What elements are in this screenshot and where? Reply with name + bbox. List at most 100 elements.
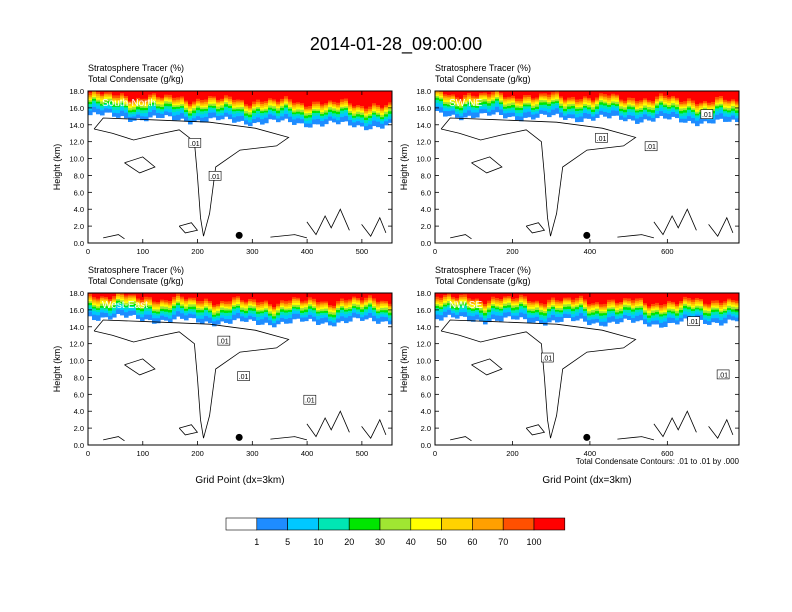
contour-label-box	[644, 141, 658, 152]
colorbar-swatch	[533, 517, 566, 531]
y-tick-label: 6.0	[74, 188, 84, 197]
x-tick-label: 400	[301, 247, 314, 256]
contour-label-box	[237, 371, 250, 381]
colorbar-label: 50	[437, 537, 447, 547]
x-tick-label: 100	[137, 247, 150, 256]
contour-line-5	[708, 418, 734, 439]
y-tick-label: 6.0	[421, 390, 431, 399]
panel-2: .01 .01 .01 SW-NE Stratosphere Tracer (%)Tot…	[399, 63, 740, 256]
contour-label: .01	[702, 112, 712, 119]
tracer-field	[88, 293, 392, 445]
colorbar-swatch	[441, 517, 473, 531]
x-axis-label: Grid Point (dx=3km)	[195, 475, 284, 486]
contour-line-3	[178, 424, 199, 436]
panel-title-line2: Total Condensate (g/kg)	[435, 276, 531, 286]
contour-line-6	[103, 234, 125, 240]
contour-line-5	[361, 418, 387, 439]
panel-3: .01 .01 .01 West-East Stratosphere Tracer (%…	[52, 265, 393, 486]
panels-group: .01 .01 South-North Stratosphere Tracer (%)…	[52, 63, 740, 486]
y-tick-label: 12.0	[69, 340, 84, 349]
y-tick-label: 16.0	[416, 306, 431, 315]
y-tick-label: 12.0	[69, 138, 84, 147]
colorbar-label: 10	[313, 537, 323, 547]
panel-1: .01 .01 South-North Stratosphere Tracer (%)…	[52, 63, 393, 256]
colorbar-swatch	[472, 517, 504, 531]
contour-line-4	[306, 208, 350, 236]
contour-label-box	[595, 132, 608, 143]
y-tick-label: 14.0	[69, 323, 84, 332]
contour-label-box	[716, 369, 730, 380]
x-tick-label: 500	[356, 247, 369, 256]
contour-line-1	[93, 117, 290, 237]
y-axis-label: Height (km)	[399, 144, 409, 191]
contour-line-2	[471, 156, 503, 174]
contour-line-1	[440, 117, 637, 237]
y-tick-label: 0.0	[74, 441, 84, 450]
y-tick-label: 16.0	[69, 306, 84, 315]
contour-line-2	[124, 156, 156, 174]
x-tick-label: 400	[584, 449, 597, 458]
plot-frame	[87, 90, 393, 244]
contour-label: .01	[305, 398, 315, 405]
y-tick-label: 8.0	[74, 171, 84, 180]
y-tick-label: 4.0	[421, 407, 431, 416]
colorbar-label: 70	[498, 537, 508, 547]
tracer-field	[435, 91, 739, 243]
contour-line-5	[708, 216, 734, 237]
section-label: NW-SE	[449, 300, 482, 311]
y-tick-label: 12.0	[416, 340, 431, 349]
colorbar: 1 5 10 20 30 40 50 60 70 100	[225, 517, 566, 547]
contour-line-7	[617, 234, 655, 239]
condensate-contours	[93, 117, 387, 240]
contour-line-3	[525, 222, 546, 234]
x-tick-label: 300	[246, 449, 259, 458]
panel-title-line2: Total Condensate (g/kg)	[88, 276, 184, 286]
x-tick-label: 600	[661, 449, 674, 458]
y-tick-label: 14.0	[69, 121, 84, 130]
plot-frame	[434, 90, 740, 244]
y-tick-label: 18.0	[69, 289, 84, 298]
y-tick-label: 0.0	[74, 239, 84, 248]
colorbar-label: 5	[285, 537, 290, 547]
contour-label-box	[208, 170, 222, 181]
contour-label: .01	[190, 141, 200, 148]
contour-line-2	[471, 358, 503, 376]
y-tick-label: 4.0	[74, 407, 84, 416]
y-tick-label: 0.0	[421, 441, 431, 450]
y-tick-label: 18.0	[69, 87, 84, 96]
contour-label-box	[687, 316, 700, 327]
colorbar-label: 1	[254, 537, 259, 547]
contour-label: .01	[542, 356, 552, 363]
x-tick-label: 500	[356, 449, 369, 458]
x-tick-label: 200	[506, 247, 519, 256]
contour-label: .01	[689, 319, 699, 326]
contour-label-box	[700, 109, 714, 119]
y-tick-label: 8.0	[421, 171, 431, 180]
y-tick-label: 16.0	[416, 104, 431, 113]
y-tick-label: 4.0	[74, 205, 84, 214]
colorbar-swatch	[225, 517, 258, 531]
contour-label-box	[217, 335, 231, 346]
x-tick-label: 600	[661, 247, 674, 256]
contour-footnote: Total Condensate Contours: .01 to .01 by…	[576, 457, 740, 466]
panel-title-line1: Stratosphere Tracer (%)	[88, 63, 184, 73]
plot-frame	[434, 292, 740, 446]
y-tick-label: 16.0	[69, 104, 84, 113]
colorbar-swatch	[379, 517, 412, 531]
contour-label-box	[303, 394, 317, 405]
contour-label: .01	[219, 339, 229, 346]
y-tick-label: 6.0	[74, 390, 84, 399]
contour-line-7	[617, 436, 655, 441]
section-label: West-East	[102, 300, 148, 311]
condensate-contours	[440, 117, 734, 240]
contour-line-7	[270, 436, 308, 441]
colorbar-swatch	[256, 517, 288, 531]
colorbar-label: 20	[344, 537, 354, 547]
colorbar-swatch	[318, 517, 350, 531]
y-tick-label: 0.0	[421, 239, 431, 248]
contour-label: .01	[718, 372, 728, 379]
x-tick-label: 0	[86, 449, 90, 458]
y-tick-label: 8.0	[421, 373, 431, 382]
y-tick-label: 10.0	[69, 357, 84, 366]
y-axis-label: Height (km)	[52, 144, 62, 191]
